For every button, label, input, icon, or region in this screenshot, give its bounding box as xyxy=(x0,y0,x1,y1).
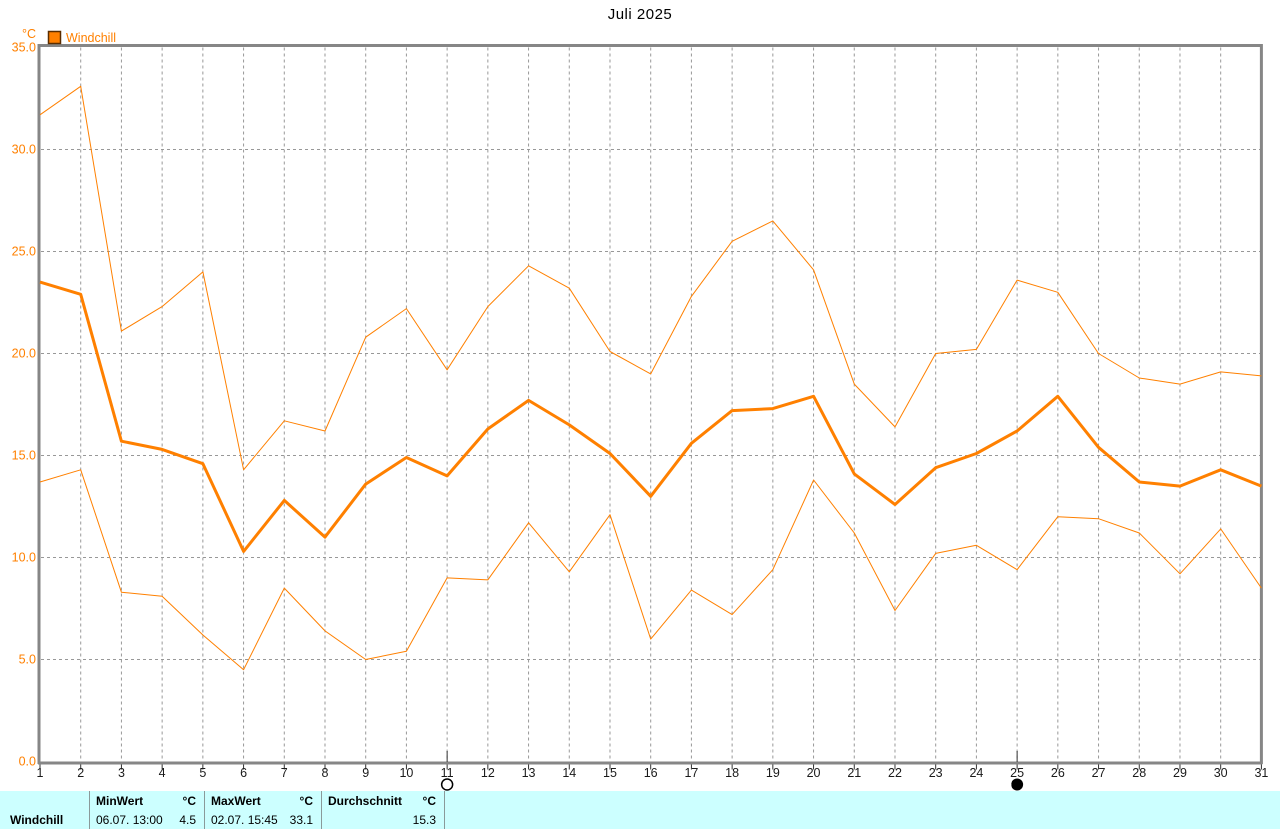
svg-text:35.0: 35.0 xyxy=(12,41,36,55)
svg-text:17: 17 xyxy=(684,766,698,780)
maxwert-header: MaxWert xyxy=(211,793,261,808)
svg-text:1: 1 xyxy=(37,766,44,780)
durchschnitt-value: 15.3 xyxy=(412,812,436,827)
y-axis-unit-label: °C xyxy=(22,27,36,41)
x-gridlines xyxy=(80,47,1222,762)
svg-text:13: 13 xyxy=(522,766,536,780)
series-line-2 xyxy=(39,469,1262,671)
moon-sliver xyxy=(1010,781,1013,788)
svg-text:24: 24 xyxy=(969,766,983,780)
svg-text:15: 15 xyxy=(603,766,617,780)
svg-text:10.0: 10.0 xyxy=(12,551,36,565)
svg-text:6: 6 xyxy=(240,766,247,780)
maxwert-datetime: 02.07. 15:45 xyxy=(211,812,278,827)
moon-markers xyxy=(440,778,1024,791)
filled-circle-marker xyxy=(1011,778,1024,791)
svg-text:19: 19 xyxy=(766,766,780,780)
svg-text:30.0: 30.0 xyxy=(12,143,36,157)
svg-text:16: 16 xyxy=(644,766,658,780)
y-axis-labels: 0.0 5.0 10.0 15.0 20.0 25.0 30.0 35.0°C xyxy=(12,27,36,769)
series-line-0 xyxy=(39,85,1262,471)
minwert-datetime: 06.07. 13:00 xyxy=(96,812,163,827)
legend-label: Windchill xyxy=(66,31,116,45)
svg-text:27: 27 xyxy=(1092,766,1106,780)
open-circle-marker xyxy=(440,778,454,791)
legend-swatch xyxy=(47,30,62,45)
maxwert-unit: °C xyxy=(299,793,313,808)
stats-table: Windchill MinWert °C 06.07. 13:00 4.5 Ma… xyxy=(0,791,1280,829)
series-row-label: Windchill xyxy=(10,812,64,827)
svg-text:10: 10 xyxy=(399,766,413,780)
svg-text:3: 3 xyxy=(118,766,125,780)
svg-text:20: 20 xyxy=(807,766,821,780)
svg-text:11: 11 xyxy=(441,766,454,780)
svg-text:28: 28 xyxy=(1132,766,1146,780)
svg-text:0.0: 0.0 xyxy=(19,755,36,769)
x-axis-labels: 1 2 3 4 5 6 7 8 9 10 11 12 13 14 15 16 17 18 19 20 21 22 23 24 2… xyxy=(37,766,1269,780)
svg-text:26: 26 xyxy=(1051,766,1065,780)
minwert-value: 4.5 xyxy=(179,812,196,827)
svg-text:5.0: 5.0 xyxy=(19,653,36,667)
series-line-1 xyxy=(39,280,1262,553)
svg-text:7: 7 xyxy=(281,766,288,780)
svg-text:31: 31 xyxy=(1254,766,1268,780)
svg-text:9: 9 xyxy=(362,766,369,780)
svg-text:4: 4 xyxy=(159,766,166,780)
durchschnitt-header: Durchschnitt xyxy=(328,793,403,808)
durchschnitt-unit: °C xyxy=(422,793,436,808)
stats-col-series: Windchill xyxy=(0,791,89,829)
stats-col-minwert: MinWert °C 06.07. 13:00 4.5 xyxy=(89,791,204,829)
svg-text:8: 8 xyxy=(322,766,329,780)
stats-col-maxwert: MaxWert °C 02.07. 15:45 33.1 xyxy=(204,791,321,829)
x-ticks xyxy=(39,751,1262,770)
minwert-unit: °C xyxy=(182,793,196,808)
stats-col-durchschnitt: Durchschnitt °C 15.3 xyxy=(321,791,444,829)
svg-text:23: 23 xyxy=(929,766,943,780)
stats-col-empty xyxy=(444,791,1280,829)
svg-text:14: 14 xyxy=(562,766,576,780)
svg-text:30: 30 xyxy=(1214,766,1228,780)
page-title: Juli 2025 xyxy=(607,6,673,23)
svg-text:18: 18 xyxy=(725,766,739,780)
svg-text:15.0: 15.0 xyxy=(12,449,36,463)
svg-text:20.0: 20.0 xyxy=(12,347,36,361)
svg-text:25: 25 xyxy=(1010,766,1024,780)
svg-text:22: 22 xyxy=(888,766,902,780)
plot-frame xyxy=(37,44,1263,765)
maxwert-value: 33.1 xyxy=(289,812,313,827)
svg-text:29: 29 xyxy=(1173,766,1187,780)
y-gridlines xyxy=(41,149,1261,660)
legend: Windchill xyxy=(47,30,116,45)
svg-text:2: 2 xyxy=(77,766,84,780)
svg-text:25.0: 25.0 xyxy=(12,245,36,259)
svg-text:12: 12 xyxy=(481,766,495,780)
minwert-header: MinWert xyxy=(96,793,144,808)
svg-text:5: 5 xyxy=(199,766,206,780)
svg-text:21: 21 xyxy=(847,766,861,780)
